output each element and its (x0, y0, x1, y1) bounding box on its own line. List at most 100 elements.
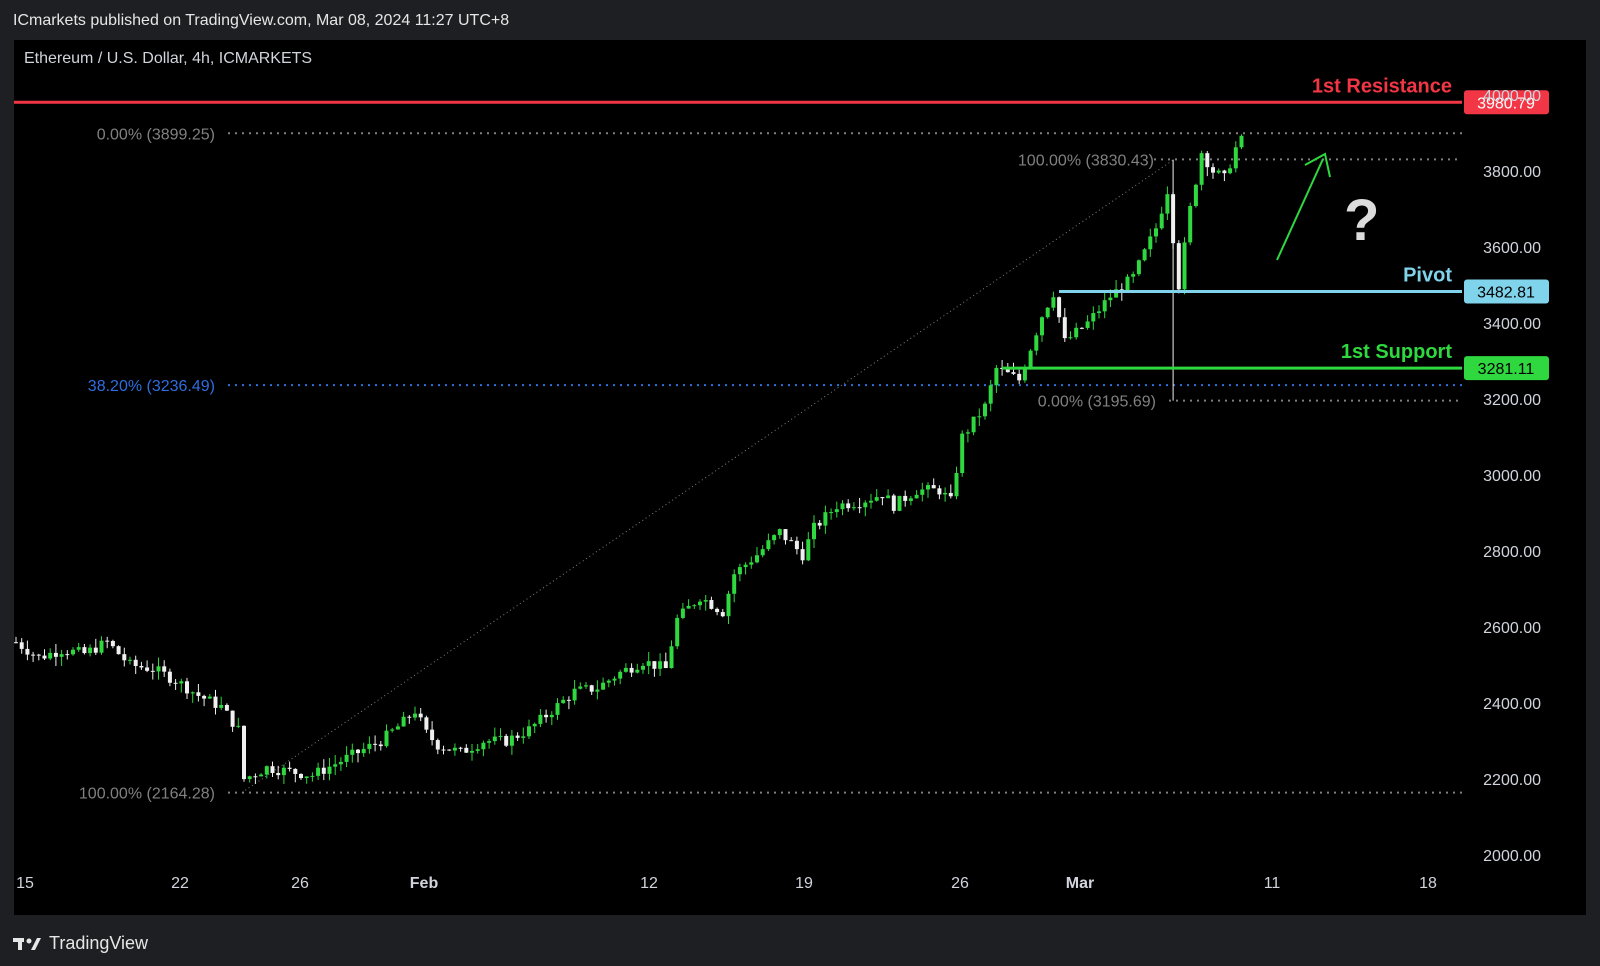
candle-body (327, 766, 332, 774)
candle-body (1182, 242, 1187, 290)
candle-body (988, 385, 993, 404)
level-price-tag (1464, 90, 1549, 115)
candle-body (1011, 372, 1016, 374)
candle-body (1154, 228, 1158, 237)
y-tick-label: 2800.00 (1483, 544, 1541, 561)
candle-body (926, 485, 930, 490)
candle-body (242, 725, 246, 780)
candle-body (521, 736, 526, 738)
candle-body (139, 665, 144, 668)
candle-body (646, 661, 651, 666)
candle-body (931, 485, 936, 489)
chart-area[interactable]: 0.00% (3899.25) 38.20% (3236.49) 100.00% (… (14, 40, 1586, 915)
candle-body (464, 747, 469, 753)
candle-body (105, 640, 110, 642)
candle-body (772, 535, 777, 541)
candle-body (185, 681, 189, 694)
candle-body (99, 640, 104, 653)
candle-body (481, 742, 486, 750)
candle-body (435, 740, 440, 750)
candle-body (48, 652, 53, 659)
candle-body (857, 507, 862, 509)
candle-body (601, 682, 606, 690)
candle-body (686, 605, 691, 609)
candle-body (338, 761, 343, 765)
candle-body (367, 743, 372, 749)
candle-body (743, 564, 748, 568)
candle-body (128, 659, 132, 661)
candle-body (1005, 368, 1010, 373)
candle-body (25, 648, 30, 655)
candle-body (424, 717, 429, 730)
fib-level-label: 100.00% (2164.28) (79, 786, 215, 803)
candle-body (390, 729, 395, 731)
candle-body (641, 665, 645, 670)
candle-body (920, 489, 925, 495)
candle-body (692, 605, 697, 607)
candle-body (749, 562, 754, 565)
candle-body (1040, 317, 1044, 336)
y-tick-label: 3400.00 (1483, 316, 1541, 333)
y-tick-label: 2200.00 (1483, 772, 1541, 789)
candle-body (1079, 327, 1084, 329)
candle-body (726, 593, 731, 617)
level-price-tag (1464, 279, 1549, 304)
candle-body (150, 670, 155, 672)
candle-body (532, 723, 537, 727)
candle-body (430, 729, 435, 741)
candle-body (470, 750, 474, 753)
candle-body (179, 681, 184, 684)
y-tick-label: 4000.00 (1483, 88, 1541, 105)
x-tick-label: Mar (1066, 875, 1094, 892)
candle-body (635, 669, 640, 673)
candle-body (224, 704, 229, 711)
candle-body (413, 713, 417, 718)
candle-body (361, 748, 366, 754)
candle-body (1165, 194, 1170, 214)
candle-body (943, 492, 948, 495)
candle-body (1211, 167, 1215, 173)
y-tick-label: 3800.00 (1483, 164, 1541, 181)
candle-body (698, 601, 702, 606)
candle-body (65, 654, 70, 656)
candle-body (595, 689, 600, 692)
candle-body (196, 692, 201, 696)
brand-label: TradingView (49, 933, 149, 953)
candle-body (606, 680, 611, 683)
candle-body (316, 767, 321, 776)
arrow-shaft (1276, 158, 1324, 261)
tradingview-logo[interactable]: TradingView (13, 933, 148, 954)
candle-body (190, 692, 195, 694)
price-chart[interactable]: 0.00% (3899.25) 38.20% (3236.49) 100.00% (… (14, 40, 1586, 915)
candle-body (783, 529, 788, 541)
candle-body (1188, 205, 1193, 243)
candle-body (755, 555, 759, 563)
candle-body (333, 764, 338, 767)
level-name: 1st Resistance (1312, 75, 1452, 97)
candle-body (618, 671, 623, 679)
fib-level-label: 0.00% (3899.25) (97, 126, 215, 143)
symbol-label: Ethereum / U.S. Dollar, 4h, ICMARKETS (24, 50, 312, 67)
candle-body (356, 749, 360, 754)
candle-body (42, 655, 47, 659)
tradingview-logo-icon (13, 937, 41, 950)
candle-body (1097, 311, 1101, 314)
fib-level-label: 100.00% (3830.43) (1018, 152, 1154, 169)
candle-body (1228, 168, 1233, 174)
candle-body (1216, 170, 1221, 173)
candle-body (1108, 297, 1113, 301)
candle-body (561, 699, 566, 704)
candle-body (116, 646, 121, 655)
y-tick-label: 3000.00 (1483, 468, 1541, 485)
candle-body (122, 654, 127, 661)
candle-body (977, 416, 982, 418)
y-tick-label: 3600.00 (1483, 240, 1541, 257)
candle-body (983, 403, 987, 417)
candle-body (401, 716, 406, 727)
candle-body (156, 666, 161, 672)
candle-body (31, 654, 36, 656)
candle-body (475, 749, 480, 751)
candle-body (1205, 153, 1210, 168)
candle-body (937, 488, 942, 495)
level-price-label: 3980.79 (1477, 95, 1535, 112)
